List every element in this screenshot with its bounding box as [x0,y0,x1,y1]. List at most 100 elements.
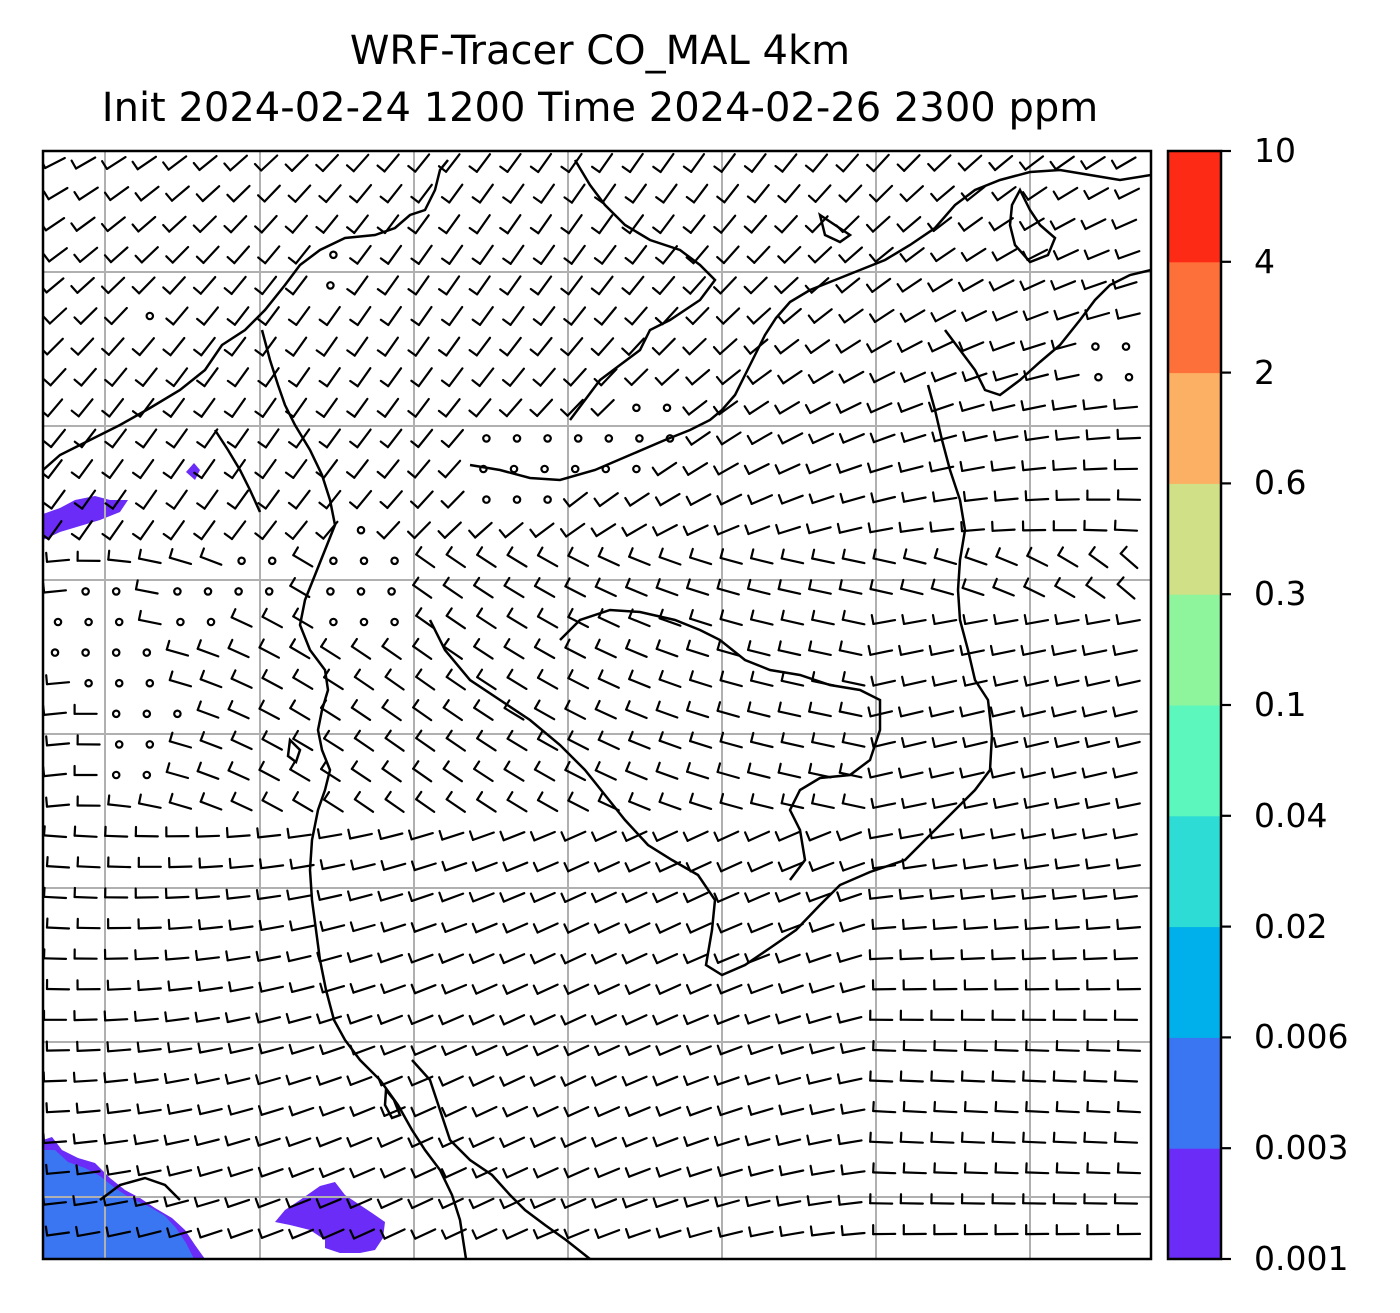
wind-barb [107,856,132,869]
wind-barb [778,1225,805,1237]
wind-barb [591,1136,618,1148]
wind-barb [651,337,676,356]
wind-barb [532,1228,559,1240]
wind-barb [45,1163,71,1175]
wind-barb [165,367,189,388]
wind-barb [162,458,185,480]
colorbar-tick-label: 0.1 [1254,685,1307,724]
wind-barb [410,1105,437,1118]
wind-barb [441,922,468,934]
wind-barb [774,830,801,842]
wind-barb [284,275,308,296]
wind-barb [597,791,620,812]
wind-barb [931,613,958,626]
wind-barb [136,1165,162,1177]
wind-barb [871,918,897,931]
coastline [43,159,449,471]
wind-barb [536,546,559,568]
wind-barb [106,1041,132,1053]
wind-barb [346,1013,373,1025]
wind-barb [1119,545,1139,570]
wind-barb [1022,310,1049,321]
colorbar-segment [1168,372,1221,484]
wind-barb [473,760,494,783]
wind-barb [716,183,740,204]
wind-barb [805,463,832,475]
wind-barb [655,922,682,934]
wind-barb [349,1106,376,1117]
wind-barb [991,248,1018,262]
wind-barb [563,183,586,204]
wind-barb [716,578,740,596]
wind-barb [379,1106,406,1118]
wind-barb [867,522,894,534]
wind-barb [471,1167,498,1179]
wind-barb [410,1228,437,1240]
wind-barb [292,791,314,813]
wind-barb [289,858,315,870]
wind-barb [284,520,308,540]
wind-barb [991,1070,1016,1083]
wind-barb [1051,888,1077,900]
wind-barb [807,308,833,324]
wind-barb [686,1166,713,1178]
wind-barb [536,668,559,690]
wind-barb [226,245,250,265]
wind-barb [658,608,682,627]
calm-circle [114,678,124,688]
wind-barb [744,1195,771,1208]
wind-barb [473,637,494,660]
wind-barb [872,1039,897,1052]
wind-barb [381,698,402,722]
wind-barb [868,246,894,263]
wind-barb [1052,459,1077,471]
wind-barb [743,214,768,234]
wind-barb [930,185,955,202]
wind-barb [1111,278,1138,290]
wind-barb [993,613,1019,626]
wind-barb [441,244,464,265]
wind-barb [594,577,617,598]
wind-barb [621,275,645,296]
wind-barb [1051,828,1077,840]
wind-barb [376,153,400,173]
wind-barb [1022,248,1049,261]
wind-barb [1022,1009,1047,1022]
calm-circle [329,617,338,627]
wind-barb [963,918,989,931]
wind-barb [991,310,1018,322]
wind-barb [933,547,958,566]
wind-barb [227,1042,254,1054]
wind-barb [199,669,223,689]
wind-barb [165,428,188,449]
wind-barb [870,492,897,504]
wind-barb [715,369,741,386]
wind-barb [835,339,862,354]
wind-barb [1054,613,1080,626]
wind-barb [805,891,832,903]
wind-barb [1082,888,1108,900]
wind-barb [533,699,556,721]
wind-barb [989,400,1016,412]
wind-barb [746,245,771,264]
wind-barb [499,336,522,357]
wind-barb [961,578,985,597]
wind-barb [805,1013,832,1025]
wind-barb [320,637,341,660]
wind-barb [839,492,866,504]
wind-barb [410,367,433,388]
wind-barb [1113,187,1141,200]
calm-circle [512,495,522,504]
wind-barb [654,368,680,386]
wind-barb [748,1226,774,1238]
wind-barb [1055,1039,1080,1052]
wind-barb [960,1193,986,1205]
wind-barb [1052,1070,1077,1083]
wind-barb [774,952,801,964]
wind-barb [563,861,590,873]
wind-barb [869,371,896,384]
wind-barb [865,153,890,173]
wind-barb [654,306,679,326]
wind-barb [407,1197,434,1210]
wind-barb [349,490,373,510]
